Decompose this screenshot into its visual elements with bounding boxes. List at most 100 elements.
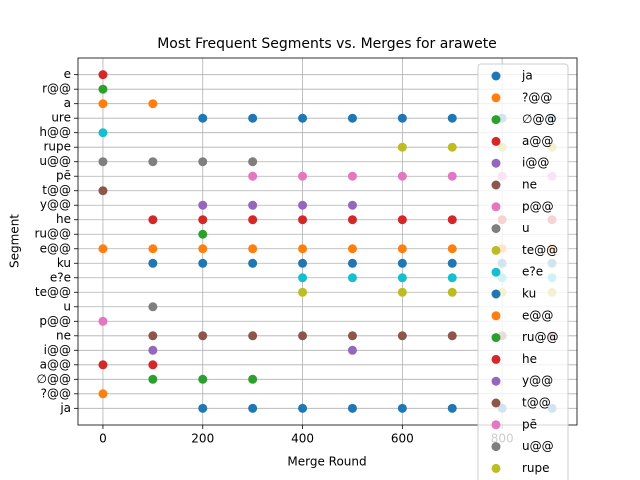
y-axis-label: Segment bbox=[8, 214, 22, 268]
y-tick-label: a bbox=[64, 96, 71, 110]
legend-label: ku bbox=[522, 287, 536, 301]
legend-label: pẽ bbox=[522, 417, 537, 431]
y-tick-label: y@@ bbox=[40, 198, 71, 212]
point bbox=[98, 316, 108, 326]
y-tick-label: rupe bbox=[43, 140, 71, 154]
point bbox=[248, 157, 258, 167]
point bbox=[298, 215, 308, 225]
legend-marker bbox=[491, 398, 501, 408]
point bbox=[198, 215, 208, 225]
legend-label: a@@ bbox=[522, 134, 553, 148]
legend-label: i@@ bbox=[522, 156, 549, 170]
y-tick-label: p@@ bbox=[39, 314, 71, 328]
point bbox=[148, 360, 158, 370]
legend-label: u@@ bbox=[522, 439, 554, 453]
point bbox=[198, 244, 208, 254]
point bbox=[148, 215, 158, 225]
y-tick-label: r@@ bbox=[42, 82, 71, 96]
y-tick-label: e?e bbox=[50, 270, 71, 284]
legend-label: t@@ bbox=[522, 396, 551, 410]
point bbox=[148, 258, 158, 268]
x-tick-label: 400 bbox=[291, 432, 314, 446]
point bbox=[298, 171, 308, 181]
point bbox=[447, 258, 457, 268]
legend-label: ?@@ bbox=[522, 90, 552, 104]
legend-label: e?e bbox=[522, 265, 543, 279]
point bbox=[447, 287, 457, 297]
x-tick-label: 200 bbox=[191, 432, 214, 446]
point bbox=[347, 244, 357, 254]
point bbox=[148, 374, 158, 384]
y-tick-label: a@@ bbox=[40, 357, 71, 371]
y-tick-label: te@@ bbox=[35, 285, 71, 299]
legend-label: te@@ bbox=[522, 243, 558, 257]
point bbox=[98, 128, 108, 138]
y-tick-label: ∅@@ bbox=[37, 372, 71, 386]
point bbox=[397, 113, 407, 123]
point bbox=[298, 287, 308, 297]
legend: ja ?@@ ∅@@ a@@ i@@ ne p@@ u te@@ e?e ku e@@ ru@@ he y@… bbox=[477, 63, 569, 480]
legend-frame bbox=[477, 63, 569, 480]
point bbox=[148, 157, 158, 167]
point bbox=[98, 186, 108, 196]
point bbox=[148, 244, 158, 254]
y-tick-label: he bbox=[56, 212, 71, 226]
point bbox=[397, 215, 407, 225]
point bbox=[248, 244, 258, 254]
point bbox=[148, 345, 158, 355]
point bbox=[298, 273, 308, 283]
legend-marker bbox=[491, 158, 501, 168]
point bbox=[447, 142, 457, 152]
point bbox=[98, 244, 108, 254]
point bbox=[98, 84, 108, 94]
point bbox=[198, 229, 208, 239]
point bbox=[148, 331, 158, 341]
y-tick-label: ja bbox=[59, 401, 71, 415]
y-tick-label: e@@ bbox=[40, 241, 71, 255]
point bbox=[447, 171, 457, 181]
y-tick-label: ure bbox=[51, 111, 71, 125]
y-tick-label: e bbox=[64, 67, 71, 81]
legend-marker bbox=[491, 180, 501, 190]
point bbox=[298, 200, 308, 210]
point bbox=[98, 99, 108, 109]
x-tick-label: 600 bbox=[391, 432, 414, 446]
point bbox=[347, 200, 357, 210]
legend-marker bbox=[491, 311, 501, 321]
point bbox=[447, 215, 457, 225]
legend-marker bbox=[491, 224, 501, 234]
legend-marker bbox=[491, 333, 501, 343]
point bbox=[248, 258, 258, 268]
legend-marker bbox=[491, 245, 501, 255]
point bbox=[347, 273, 357, 283]
point bbox=[347, 331, 357, 341]
legend-marker bbox=[491, 289, 501, 299]
y-tick-label: u@@ bbox=[39, 154, 71, 168]
point bbox=[347, 345, 357, 355]
point bbox=[347, 171, 357, 181]
point bbox=[98, 157, 108, 167]
legend-label: y@@ bbox=[522, 374, 553, 388]
point bbox=[198, 157, 208, 167]
legend-label: ja bbox=[521, 69, 533, 83]
point bbox=[198, 403, 208, 413]
legend-label: rupe bbox=[522, 461, 550, 475]
y-tick-label: i@@ bbox=[44, 343, 71, 357]
point bbox=[447, 113, 457, 123]
point bbox=[397, 403, 407, 413]
point bbox=[198, 258, 208, 268]
chart-title: Most Frequent Segments vs. Merges for ar… bbox=[157, 36, 497, 52]
y-tick-label: pẽ bbox=[56, 169, 71, 183]
point bbox=[148, 99, 158, 109]
legend-marker bbox=[491, 354, 501, 364]
legend-label: ru@@ bbox=[522, 330, 559, 344]
point bbox=[447, 273, 457, 283]
y-tick-label: t@@ bbox=[42, 183, 71, 197]
point bbox=[248, 113, 258, 123]
point bbox=[347, 403, 357, 413]
point bbox=[447, 331, 457, 341]
point bbox=[248, 331, 258, 341]
point bbox=[298, 403, 308, 413]
